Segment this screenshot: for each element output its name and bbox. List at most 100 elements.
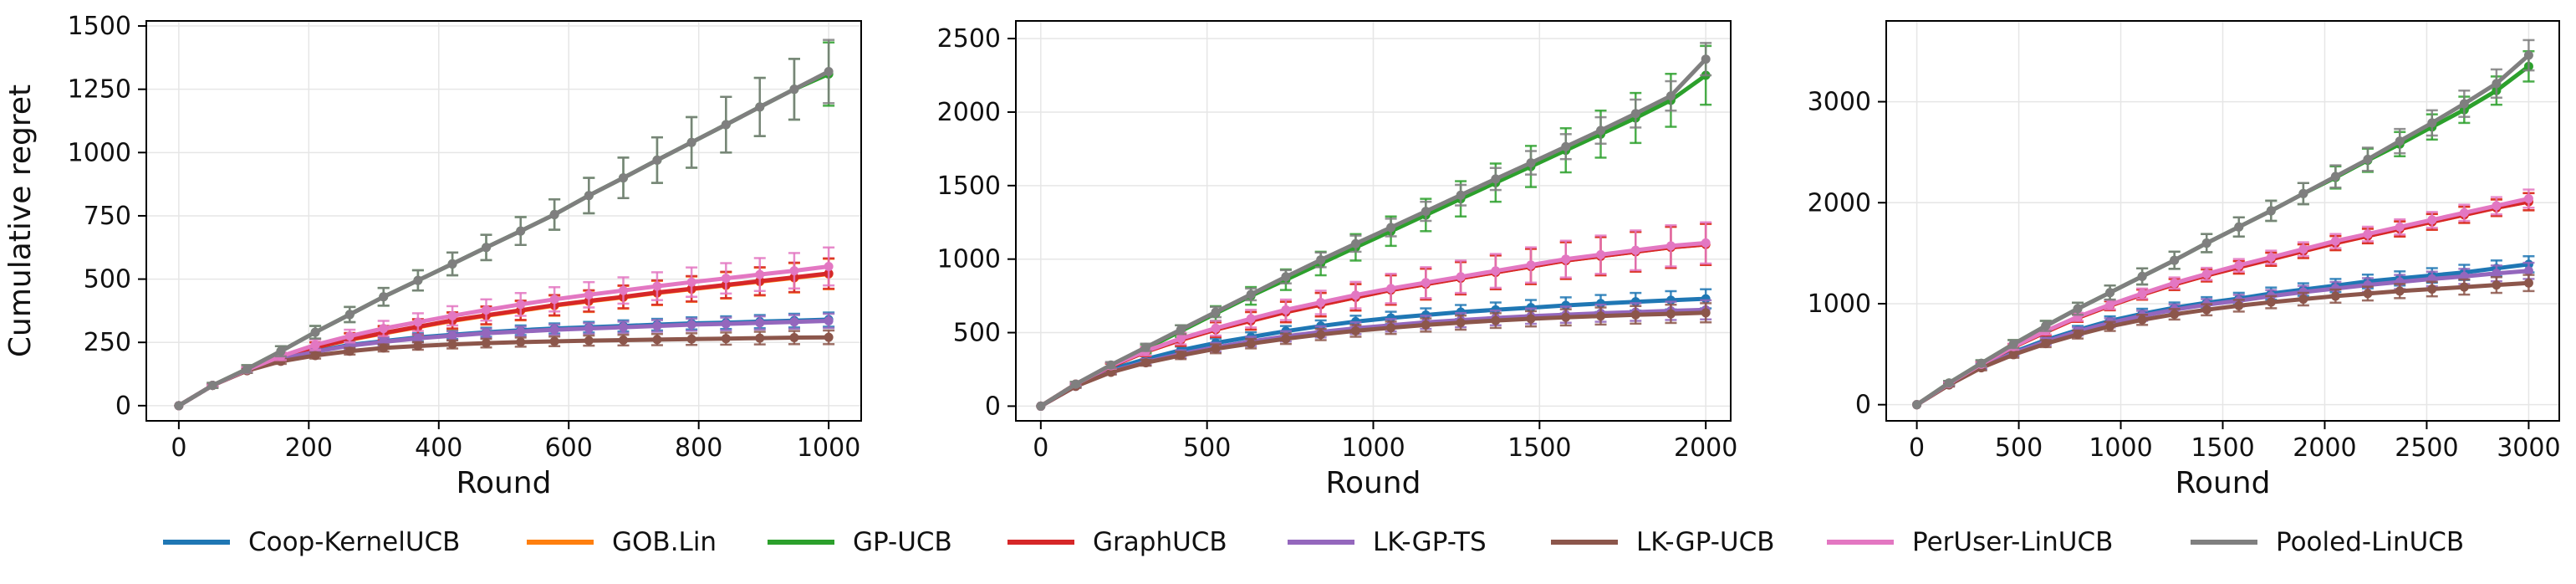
data-point xyxy=(2363,289,2373,299)
series-lk-gp-ucb xyxy=(1036,302,1712,411)
data-point xyxy=(652,335,662,345)
data-point xyxy=(1561,141,1571,151)
x-tick-label: 2000 xyxy=(2293,433,2356,463)
data-point xyxy=(2427,118,2437,128)
series-line xyxy=(1915,280,2529,407)
legend-swatch xyxy=(1288,540,1354,545)
x-tick-label: 2500 xyxy=(2395,433,2458,463)
data-point xyxy=(1421,320,1431,330)
data-point xyxy=(1912,400,1922,410)
data-point xyxy=(2427,284,2437,294)
data-point xyxy=(2459,99,2469,109)
data-point xyxy=(1596,249,1606,259)
data-point xyxy=(2137,271,2147,281)
data-point xyxy=(310,340,320,350)
data-point xyxy=(824,67,834,77)
data-point xyxy=(207,381,217,391)
data-point xyxy=(2459,207,2469,218)
x-tick-label: 200 xyxy=(285,433,333,463)
legend-label: GraphUCB xyxy=(1093,527,1227,557)
series-lk-gp-ucb xyxy=(1912,274,2535,410)
data-point xyxy=(1386,223,1396,233)
data-point xyxy=(1630,310,1640,320)
data-point xyxy=(2298,295,2308,305)
data-point xyxy=(2137,315,2147,325)
data-point xyxy=(789,85,799,95)
data-point xyxy=(1526,158,1536,168)
data-point xyxy=(1176,325,1186,335)
axes-frame xyxy=(145,20,862,422)
y-tick-label: 750 xyxy=(84,202,131,231)
y-tick-label: 1250 xyxy=(68,75,131,105)
legend-label: GOB.Lin xyxy=(612,527,717,557)
data-point xyxy=(2137,289,2147,299)
data-point xyxy=(276,346,286,356)
data-point xyxy=(413,333,423,343)
data-point xyxy=(413,341,423,351)
x-axis-label: Round xyxy=(2176,466,2271,500)
data-point xyxy=(1526,314,1536,324)
legend-swatch xyxy=(768,540,834,545)
data-point xyxy=(2492,201,2502,211)
data-point xyxy=(686,320,696,330)
data-point xyxy=(344,331,355,341)
x-axis-label: Round xyxy=(1326,466,1421,500)
x-tick-label: 0 xyxy=(1909,433,1925,463)
data-point xyxy=(1140,358,1150,368)
data-point xyxy=(755,102,765,112)
y-tick-label: 0 xyxy=(115,392,131,421)
data-point xyxy=(721,334,731,344)
data-point xyxy=(549,209,559,219)
data-point xyxy=(619,335,629,345)
series-gob-lin xyxy=(174,258,835,411)
chart-panel-2: 0 500 1000 1500 2000 0 500 1000 1500 2000 2500 Roun… xyxy=(937,20,1737,500)
data-point xyxy=(549,325,559,335)
data-point xyxy=(1630,109,1640,119)
y-tick-label: 0 xyxy=(985,392,1001,421)
data-point xyxy=(1491,266,1501,276)
x-tick-label: 0 xyxy=(171,433,186,463)
data-point xyxy=(584,336,594,346)
legend-item-coop-kernelucb: Coop-KernelUCB xyxy=(163,527,460,557)
data-point xyxy=(516,326,526,336)
data-point xyxy=(824,316,834,325)
data-point xyxy=(652,321,662,331)
legend-label: Coop-KernelUCB xyxy=(248,527,461,557)
y-tick-label: 0 xyxy=(1855,391,1871,420)
series-line xyxy=(1039,310,1706,408)
data-point xyxy=(482,338,492,348)
data-point xyxy=(174,401,184,411)
data-point xyxy=(1456,272,1466,282)
series-pooled-linucb xyxy=(1036,42,1712,411)
data-point xyxy=(1281,272,1291,282)
y-tick-label: 1000 xyxy=(937,245,1001,274)
data-point xyxy=(2041,321,2051,331)
x-tick-label: 1000 xyxy=(797,433,860,463)
data-point xyxy=(516,337,526,347)
data-point xyxy=(2330,291,2340,301)
data-point xyxy=(1665,309,1676,319)
x-tick-label: 1500 xyxy=(1507,433,1571,463)
y-tick-label: 1000 xyxy=(1808,289,1871,319)
data-point xyxy=(721,120,731,130)
x-tick-label: 2000 xyxy=(1674,433,1737,463)
data-point xyxy=(1596,311,1606,321)
legend-label: Pooled-LinUCB xyxy=(2276,527,2465,557)
y-tick-label: 2000 xyxy=(937,98,1001,127)
data-point xyxy=(2492,79,2502,89)
x-tick-label: 500 xyxy=(1995,433,2043,463)
data-point xyxy=(242,364,252,374)
series-line xyxy=(177,335,829,407)
data-point xyxy=(2073,330,2083,340)
data-point xyxy=(1456,318,1466,328)
data-point xyxy=(1316,255,1326,265)
data-point xyxy=(344,310,355,320)
data-point xyxy=(1036,401,1046,411)
data-point xyxy=(584,324,594,334)
legend-label: LK-GP-UCB xyxy=(1636,527,1775,557)
data-point xyxy=(482,243,492,253)
data-point xyxy=(1350,325,1360,336)
data-point xyxy=(2105,300,2115,310)
series-line xyxy=(1915,196,2529,407)
data-point xyxy=(1140,342,1150,352)
